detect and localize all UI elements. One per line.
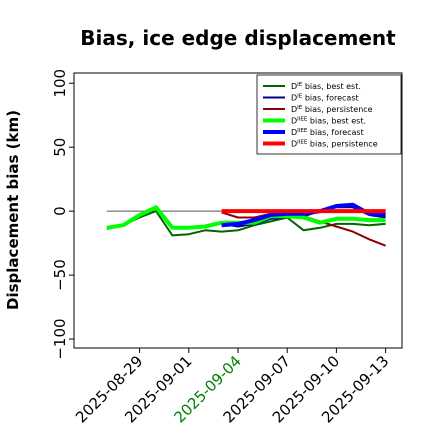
series-line-5 — [221, 202, 386, 228]
legend-box — [256, 74, 402, 155]
x-axis: 2025-08-292025-09-012025-09-042025-09-07… — [72, 348, 392, 426]
legend-label-5: DIIEE bias, forecast — [291, 128, 364, 137]
y-tick-label: −50 — [51, 259, 69, 291]
series-line-1 — [106, 210, 386, 237]
y-axis-label: Displacement bias (km) — [4, 110, 22, 310]
y-tick-label: 0 — [51, 206, 69, 216]
legend: DIE bias, best est. DIE bias, forecast DIE… — [256, 74, 402, 155]
legend-label-2: DIE bias, forecast — [291, 94, 359, 103]
y-tick-label: −100 — [51, 318, 69, 359]
legend-label-1: DIE bias, best est. — [291, 82, 361, 91]
legend-label-6: DIIEE bias, persistence — [291, 140, 378, 149]
legend-label-3: DIE bias, persistence — [291, 105, 373, 114]
y-axis: 100 50 0 −50 −100 — [51, 69, 74, 360]
y-tick-label: 50 — [51, 138, 69, 157]
y-tick-label: 100 — [51, 69, 69, 98]
chart-title: Bias, ice edge displacement — [80, 26, 396, 50]
legend-label-4: DIIEE bias, best est. — [291, 117, 366, 126]
series-group — [106, 202, 386, 247]
